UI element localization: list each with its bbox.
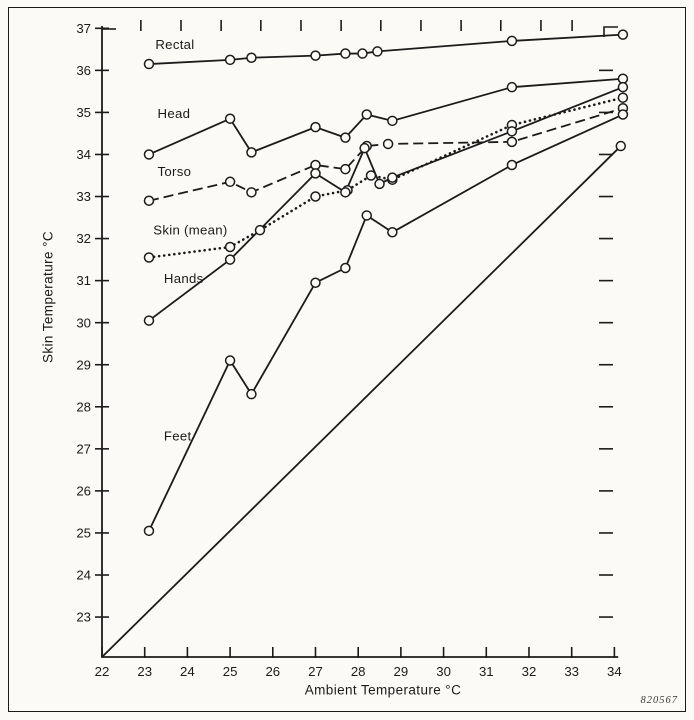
y-tick-label: 25 [76,526,91,541]
data-point-rectal [617,29,629,40]
data-point-rectal [506,35,518,47]
y-tick-label: 23 [76,610,91,625]
y-tick-label: 26 [76,483,91,498]
data-point-rectal [357,48,368,59]
x-tick-label: 33 [564,664,579,679]
y-tick-label: 36 [76,63,91,78]
data-point-rectal [224,54,236,66]
data-point-feet [224,355,236,366]
data-point-head [143,149,155,160]
data-point-skin-mean [224,241,236,253]
series-label-rectal: Rectal [155,37,194,52]
x-tick-label: 23 [137,664,152,679]
series-line-feet [148,113,624,532]
data-point-feet [310,277,321,288]
data-point-hands [506,126,518,137]
series-label-feet: Feet [164,429,192,444]
data-point-head [387,115,398,127]
data-point-skin-mean [143,252,155,263]
x-tick-label: 29 [394,664,409,679]
data-point-hands [340,187,351,198]
data-point-rectal [340,48,351,59]
data-point-head [246,147,257,158]
data-point-feet [246,388,257,400]
x-axis-title: Ambient Temperature °C [304,682,462,698]
y-tick-label: 27 [76,441,91,456]
y-tick-label: 32 [76,231,91,246]
data-point-feet [617,109,629,120]
data-point-hands [617,81,629,93]
data-point-hands [387,172,398,183]
data-point-torso [246,187,257,198]
data-point-head [310,121,321,133]
data-point-rectal [143,58,155,70]
y-tick-label: 31 [76,273,91,288]
y-tick-label: 35 [76,105,91,120]
data-point-rectal [310,50,321,61]
data-point-hands [374,178,385,190]
series-line-rectal [148,33,623,65]
y-tick-label: 28 [76,399,91,414]
data-point-torso [143,195,155,206]
data-point-torso [310,159,321,171]
y-tick-label: 33 [76,189,91,204]
x-tick-label: 30 [436,664,451,679]
x-tick-label: 28 [351,664,366,679]
x-tick-label: 25 [223,664,238,679]
y-tick-label: 24 [76,568,91,583]
x-tick-label: 32 [522,664,537,679]
data-point-torso [506,136,518,148]
x-tick-label: 27 [308,664,323,679]
data-point-feet [361,210,372,221]
data-point-feet [387,227,398,238]
series-label-head: Head [158,106,191,121]
data-point-hands [359,142,370,154]
ambient-equality-line [101,145,622,658]
series-line-torso [148,107,624,202]
reference-line-end-marker [615,140,627,152]
x-tick-label: 24 [180,664,195,679]
data-point-rectal [246,52,257,63]
data-point-feet [340,262,351,274]
y-tick-label: 37 [76,21,91,36]
data-point-feet [143,525,155,537]
data-point-skin-mean [617,92,629,103]
data-point-head [506,81,518,93]
data-point-feet [506,159,518,171]
y-tick-label: 29 [76,357,91,372]
series-label-skin-mean: Skin (mean) [153,223,227,238]
data-point-head [361,109,372,120]
top-right-bracket [603,26,618,37]
series-label-torso: Torso [158,164,192,179]
data-point-torso [224,176,236,188]
data-point-skin-mean [310,191,321,202]
y-tick-label: 30 [76,315,91,330]
figure-code-label: 820567 [640,695,678,706]
data-point-hands [143,315,155,326]
series-label-hands: Hands [164,271,204,286]
y-axis-title: Skin Temperature °C [40,230,56,364]
x-tick-label: 34 [607,664,622,679]
data-point-hands [310,168,321,179]
data-point-head [340,132,351,143]
data-point-rectal [372,46,383,57]
data-point-torso [340,163,351,175]
data-point-hands [224,254,236,265]
data-point-torso [382,138,394,150]
data-point-skin-mean [365,170,377,181]
x-tick-label: 26 [265,664,280,679]
x-tick-label: 22 [95,664,110,679]
y-tick-label: 34 [76,147,91,162]
data-point-skin-mean [254,224,266,236]
data-point-head [224,113,236,124]
data-point-head [617,73,629,85]
x-tick-label: 31 [479,664,494,679]
